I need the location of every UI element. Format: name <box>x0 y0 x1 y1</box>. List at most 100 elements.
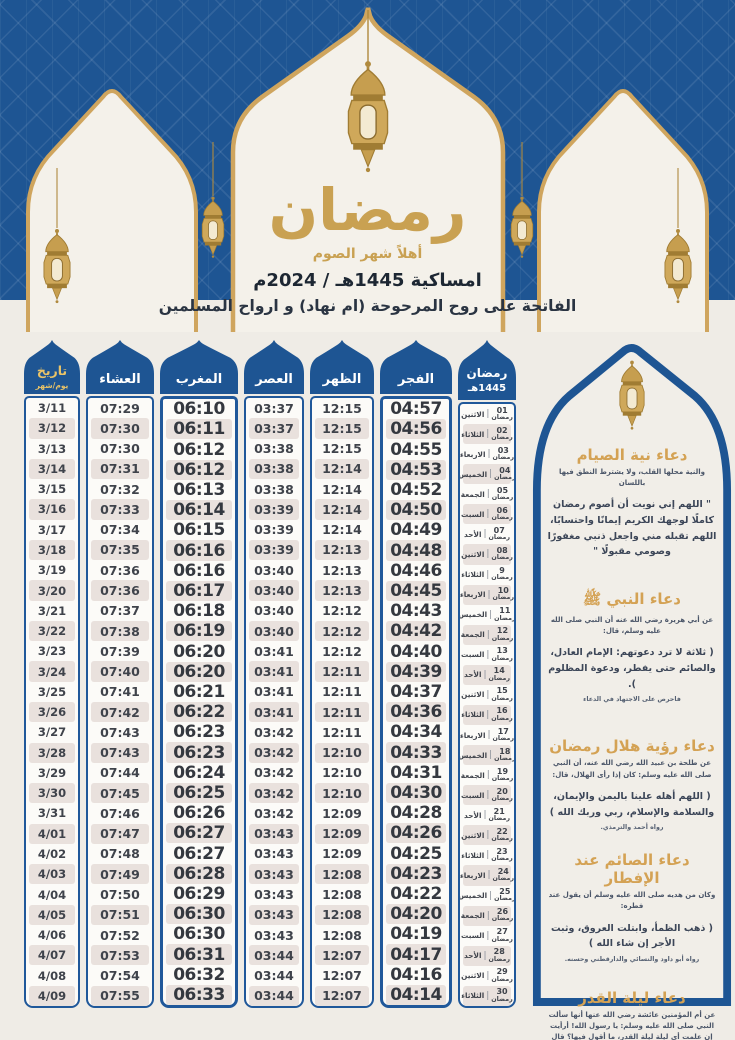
table-cell-date: 3/26 <box>29 701 75 723</box>
table-cell-maghrib: 06:22 <box>166 702 232 723</box>
table-cell-ramadan: 06 رمضان | السبت <box>461 504 513 525</box>
sidebar-arch-frame <box>532 344 732 1006</box>
table-cell-fajr: 04:20 <box>386 904 446 925</box>
table-cell-ramadan: 17 رمضان | الاربعاء <box>460 725 514 745</box>
table-cell-fajr: 04:56 <box>386 419 446 440</box>
table-cell-dhuhr: 12:08 <box>315 904 369 925</box>
dua-subtitle: والنية محلها القلب، ولا يشترط النطق فيها… <box>559 468 705 488</box>
weekday-name: الأحد <box>464 810 482 820</box>
table-cell-fajr: 04:28 <box>390 803 442 824</box>
table-cell-asr: 03:43 <box>249 904 299 925</box>
table-cell-ramadan: 24 رمضان | الاربعاء <box>460 865 514 886</box>
table-cell-fajr: 04:49 <box>390 520 442 541</box>
table-cell-dhuhr: 12:10 <box>315 742 369 763</box>
weekday-name: الاربعاء <box>460 590 486 600</box>
table-cell-maghrib: 06:19 <box>166 621 232 642</box>
table-cell-isha: 07:33 <box>91 499 149 520</box>
ramadan-day-number: 21 <box>493 806 505 816</box>
table-cell-date: 4/08 <box>37 968 67 983</box>
table-cell-isha: 07:44 <box>100 765 140 781</box>
table-cell-dhuhr: 12:14 <box>315 458 369 480</box>
sidebar-content: دعاء نية الصيام والنية محلها القلب، ولا … <box>546 354 718 1040</box>
table-cell-dhuhr: 12:07 <box>322 968 362 984</box>
separator: | <box>486 830 490 841</box>
ramadan-day-number: 22 <box>496 826 508 836</box>
table-cell-maghrib: 06:31 <box>166 944 232 965</box>
table-cell-dhuhr: 12:15 <box>315 418 369 439</box>
table-cell-dhuhr: 12:07 <box>315 985 369 1006</box>
column-body-maghrib: 06:10 06:11 06:12 06:12 06:13 06:14 06:15 06:16… <box>160 396 238 1008</box>
separator: | <box>483 950 487 961</box>
table-cell-fajr: 04:42 <box>386 621 446 642</box>
table-cell-fajr: 04:48 <box>386 540 446 561</box>
table-cell-maghrib: 06:17 <box>166 580 232 602</box>
ramadan-word: رمضان <box>491 915 514 923</box>
table-cell-date: 3/27 <box>37 725 67 740</box>
mosque-arches-decoration <box>26 7 709 332</box>
ramadan-word: رمضان <box>492 734 514 742</box>
table-cell-ramadan: 10 رمضان | الاربعاء <box>460 584 514 605</box>
table-cell-isha: 07:43 <box>91 742 149 763</box>
table-cell-dhuhr: 12:12 <box>322 603 362 619</box>
ramadan-word: رمضان <box>494 895 516 903</box>
dua-note: فاحرص على الاجتهاد في الدعاء <box>583 696 681 704</box>
table-cell-maghrib: 06:25 <box>166 782 232 804</box>
table-cell-fajr: 04:30 <box>386 782 446 804</box>
table-cell-fajr: 04:55 <box>390 439 442 460</box>
weekday-name: الجمعة <box>460 770 485 780</box>
dua-note: رواه أبو داود والنسائي والدارقطني وحسنه. <box>564 955 700 963</box>
table-cell-isha: 07:40 <box>91 661 149 682</box>
table-cell-asr: 03:41 <box>254 684 294 700</box>
weekday-name: الاربعاء <box>460 449 486 459</box>
column-body-dhuhr: 12:15 12:15 12:15 12:14 12:14 12:14 12:14 12:13… <box>310 396 374 1008</box>
table-cell-date: 3/16 <box>29 499 75 520</box>
column-header-label: العصر <box>255 372 293 387</box>
table-cell-ramadan: 01 رمضان | الاثنين <box>461 404 513 424</box>
table-cell-maghrib: 06:23 <box>173 722 225 743</box>
ramadan-word: رمضان <box>488 815 510 823</box>
table-cell-isha: 07:39 <box>100 643 140 659</box>
table-cell-maghrib: 06:21 <box>173 681 225 702</box>
ramadan-word: رمضان <box>491 554 513 562</box>
separator: | <box>483 669 487 680</box>
table-cell-asr: 03:37 <box>249 418 299 439</box>
ramadan-word: رمضان <box>488 674 510 682</box>
ramadan-word: رمضان <box>491 975 513 983</box>
ramadan-word: رمضان <box>494 474 516 482</box>
table-cell-dhuhr: 12:11 <box>315 701 369 723</box>
dua-note: رواه أحمد والترمذي. <box>600 824 664 832</box>
weekday-name: الخميس <box>458 891 488 901</box>
table-cell-isha: 07:38 <box>91 620 149 642</box>
ramadan-word: رمضان <box>491 714 513 722</box>
weekday-name: الأحد <box>464 670 482 680</box>
table-cell-fajr: 04:17 <box>386 944 446 965</box>
duas-sidebar: دعاء نية الصيام والنية محلها القلب، ولا … <box>532 340 732 1040</box>
ramadan-word: رمضان <box>491 995 513 1003</box>
table-cell-fajr: 04:52 <box>390 479 442 500</box>
dua-title: دعاء الصائم عند الإفطار <box>574 851 690 888</box>
table-cell-fajr: 04:22 <box>390 883 442 904</box>
table-cell-fajr: 04:31 <box>390 762 442 783</box>
table-cell-fajr: 04:37 <box>390 681 442 702</box>
ramadan-word: رمضان <box>494 754 516 762</box>
table-cell-isha: 07:55 <box>91 985 149 1006</box>
table-cell-fajr: 04:23 <box>386 863 446 884</box>
dome-header-isha: العشاء <box>86 340 154 394</box>
table-cell-asr: 03:43 <box>254 887 294 902</box>
banner: رمضان أهلاً شهر الصوم امساكية 1445هـ / 2… <box>0 0 735 332</box>
table-cell-date: 3/22 <box>29 620 75 642</box>
ramadan-word: رمضان <box>492 875 514 883</box>
table-cell-isha: 07:52 <box>100 927 140 943</box>
table-cell-maghrib: 06:12 <box>166 459 232 480</box>
ramadan-word: رمضان <box>492 454 514 462</box>
ramadan-day-number: 23 <box>496 846 508 856</box>
table-cell-asr: 03:41 <box>254 643 294 659</box>
table-cell-fajr: 04:53 <box>386 459 446 480</box>
ramadan-calligraphy-logo: رمضان <box>268 176 469 244</box>
separator: | <box>487 870 491 881</box>
weekday-name: الأحد <box>464 529 482 539</box>
weekday-name: السبت <box>461 931 485 941</box>
table-cell-dhuhr: 12:08 <box>322 927 362 943</box>
table-cell-ramadan: 29 رمضان | الاثنين <box>461 966 513 986</box>
table-cell-isha: 07:53 <box>91 945 149 966</box>
